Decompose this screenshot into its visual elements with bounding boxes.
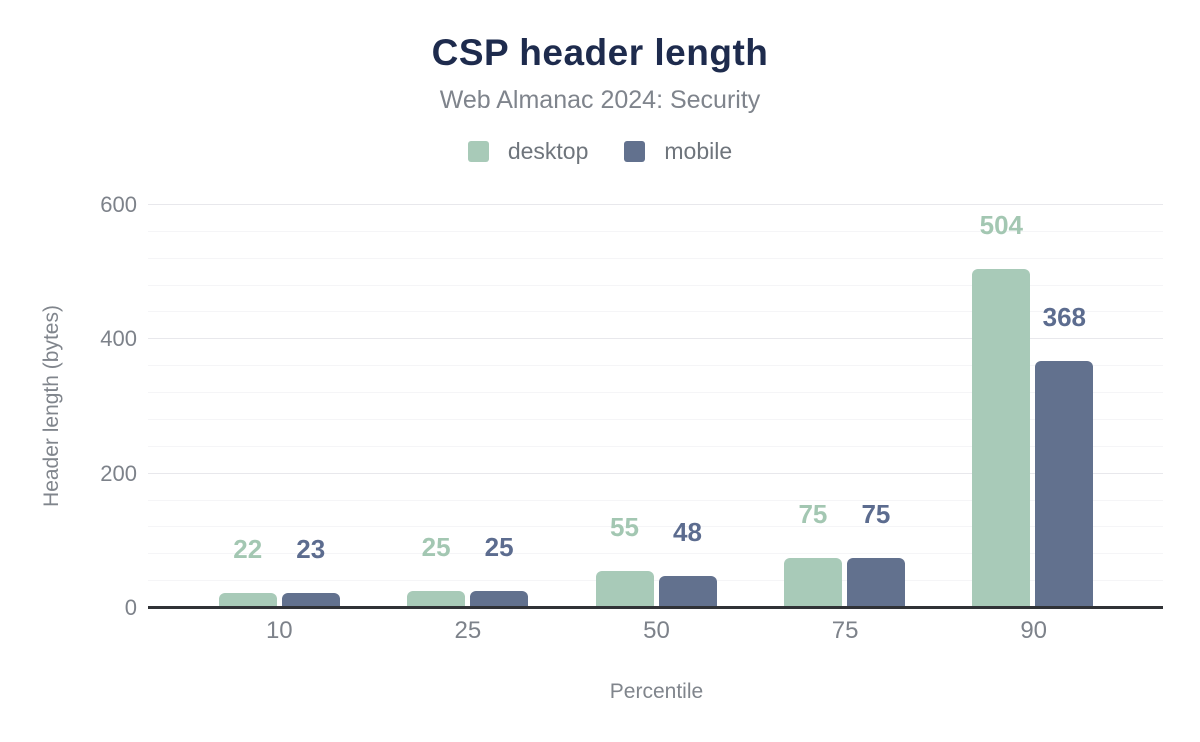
x-axis-line (148, 606, 1163, 609)
chart-header: CSP header length Web Almanac 2024: Secu… (0, 0, 1200, 165)
bar-mobile-p25: 25 (470, 534, 529, 608)
gridline-minor (148, 526, 1163, 528)
gridline-minor (148, 311, 1163, 313)
bar-desktop-p50: 55 (595, 514, 654, 608)
bar-desktop-p90: 504 (972, 212, 1031, 608)
chart-title: CSP header length (431, 32, 769, 73)
gridline-minor (148, 580, 1163, 582)
bar-value-label: 48 (673, 516, 702, 547)
gridline-minor (148, 392, 1163, 394)
bar-value-label: 23 (296, 533, 326, 564)
gridline-minor (148, 445, 1163, 447)
gridline-minor (148, 418, 1163, 420)
gridline-minor (148, 499, 1163, 501)
bar-value-label: 25 (484, 532, 514, 563)
bar-value-label: 75 (798, 498, 828, 529)
category-band-50: 55 48 (562, 205, 750, 608)
category-band-25: 25 25 (373, 205, 561, 608)
legend-label: desktop (507, 137, 589, 164)
bar-desktop-p75: 75 (783, 501, 842, 608)
bar-value-label: 368 (1042, 301, 1087, 332)
legend: desktop mobile (0, 138, 1200, 165)
gridline-minor (148, 365, 1163, 367)
gridline-major (148, 338, 1163, 340)
y-axis-ticks: 0 200 400 600 (0, 194, 137, 619)
y-tick-label: 0 (124, 595, 137, 620)
x-tick-label: 75 (831, 617, 859, 644)
category-band-75: 75 75 (750, 205, 938, 608)
bars-region: 22 23 25 25 55 48 75 75 504 368 (185, 205, 1127, 608)
legend-label: mobile (664, 137, 733, 164)
gridline-minor (148, 230, 1163, 232)
y-tick-label: 400 (100, 326, 137, 352)
y-tick-label: 600 (100, 192, 137, 217)
bar-mobile-p50: 48 (658, 519, 717, 608)
y-tick-label: 200 (100, 460, 137, 486)
chart-subtitle: Web Almanac 2024: Security (439, 85, 761, 114)
x-tick-label: 10 (265, 617, 293, 644)
gridline-major (148, 204, 1163, 205)
category-band-90: 504 368 (939, 205, 1127, 608)
x-tick-label: 90 (1020, 617, 1048, 644)
legend-swatch-mobile (624, 140, 646, 162)
legend-item-desktop: desktop (467, 137, 589, 165)
bar-value-label: 504 (979, 210, 1024, 241)
bar-value-label: 55 (610, 512, 639, 543)
gridline-major (148, 472, 1163, 474)
legend-swatch-desktop (467, 140, 489, 162)
bar-mobile-p90: 368 (1035, 304, 1094, 608)
category-band-10: 22 23 (185, 205, 373, 608)
x-axis-ticks: 10 25 50 75 90 (185, 617, 1128, 644)
bar-mobile-p10: 23 (281, 536, 340, 608)
bar-desktop-p10: 22 (218, 536, 277, 608)
bar-value-label: 22 (233, 534, 263, 565)
gridline-minor (148, 257, 1163, 259)
plot-area: 22 23 25 25 55 48 75 75 504 368 (148, 204, 1163, 609)
legend-item-mobile: mobile (624, 138, 732, 165)
x-tick-label: 50 (643, 617, 670, 644)
gridline-minor (148, 284, 1163, 286)
x-axis-title: Percentile (609, 680, 704, 703)
bar-mobile-p75: 75 (846, 501, 905, 608)
gridline-minor (148, 553, 1163, 555)
x-tick-label: 25 (454, 617, 482, 644)
bar-desktop-p25: 25 (407, 534, 466, 608)
bar-value-label: 25 (421, 532, 451, 563)
bar-value-label: 75 (861, 498, 891, 529)
